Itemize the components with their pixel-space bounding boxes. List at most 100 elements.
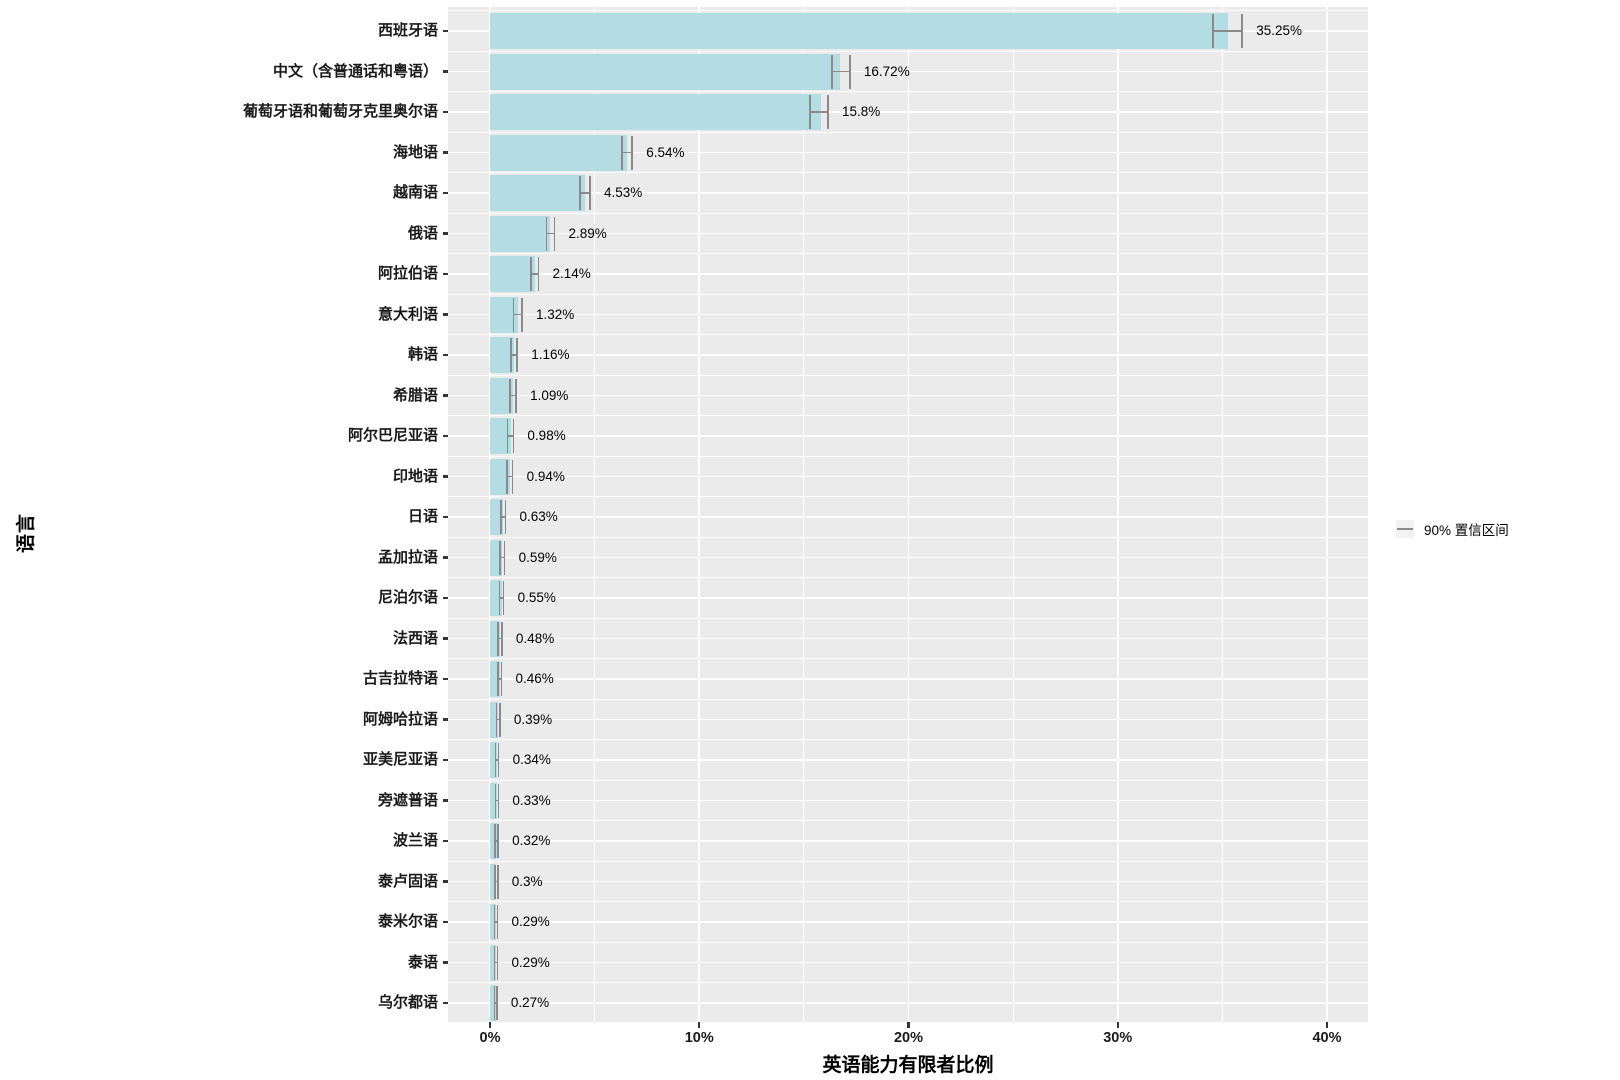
bar [490,782,497,819]
error-bar-cap-low [510,338,512,372]
gridline-h-major [448,70,1368,73]
y-tick-label: 波兰语 [392,832,438,849]
bar [490,661,500,697]
error-bar-cap-high [827,95,829,129]
error-bar-cap-high [496,986,498,1020]
gridline-h-minor [448,50,1368,52]
bar-value-label: 15.8% [841,104,881,119]
gridline-h-minor [448,293,1368,295]
bar-value-label: 0.39% [513,711,553,727]
gridline-h-major [448,880,1368,883]
y-tick-label: 泰卢固语 [377,872,438,890]
legend: 90% 置信区间 [1396,519,1509,539]
x-axis-title: 英语能力有限者比例 [822,1055,994,1076]
y-tick-mark [443,353,448,357]
error-bar-cap-high [1241,14,1244,48]
y-tick-label: 日语 [407,508,438,525]
error-bar-cap-low [506,419,509,453]
gridline-v-major [1116,7,1119,1022]
y-tick-mark [443,799,448,802]
y-tick-label: 韩语 [407,346,438,363]
gridline-h-major [448,921,1368,923]
error-bar-line [513,313,522,316]
error-bar-cap-low [494,783,497,818]
error-bar-line [495,759,499,761]
y-tick-mark [443,151,448,154]
bar-value-label: 0.29% [511,914,550,929]
bar-value-label: 0.98% [527,428,566,443]
y-tick-mark [443,313,448,316]
bar-value-label: 0.27% [510,995,550,1010]
x-tick-mark [488,1022,492,1028]
error-bar-line [499,597,504,599]
y-tick-mark [443,29,448,33]
y-tick-mark [443,596,448,600]
error-bar-cap-low [496,662,499,696]
bar [490,580,502,616]
gridline-h-major [448,516,1368,518]
bar-value-label: 0.3% [511,873,543,889]
y-tick-label: 孟加拉语 [377,548,438,566]
gridline-h-minor [448,577,1368,579]
bar-value-label: 0.29% [511,954,550,970]
gridline-h-major [448,475,1368,478]
gridline-h-major [448,556,1368,559]
gridline-h-minor [448,374,1368,376]
gridline-h-minor [448,172,1368,174]
gridline-h-minor [448,91,1368,93]
bar-value-label: 0.63% [519,509,558,524]
bar-value-label: 1.09% [530,387,569,403]
bar-value-label: 35.25% [1256,23,1303,38]
y-tick-mark [443,880,448,883]
y-tick-mark [443,191,448,195]
gridline-h-major [448,232,1368,235]
y-tick-mark [443,434,448,438]
error-bar-cap-low [505,459,508,494]
gridline-h-minor [448,212,1368,214]
error-bar-line [810,111,828,113]
x-tick-mark [1116,1022,1119,1028]
error-bar-cap-low [579,176,581,210]
error-bar-cap-high [849,54,851,89]
gridline-h-major [448,759,1368,761]
gridline-v-major [698,7,701,1022]
error-bar-line [494,880,498,883]
y-tick-mark [443,556,448,559]
bar-value-label: 6.54% [646,144,685,160]
error-bar-line [500,556,505,559]
bar [490,175,585,211]
y-tick-label: 希腊语 [392,386,438,404]
y-tick-label: 旁遮普语 [377,791,438,809]
gridline-h-major [448,354,1368,356]
error-bar-line [832,70,850,73]
x-tick-label: 20% [893,1030,924,1046]
error-bar-cap-high [512,419,515,453]
error-bar-cap-high [497,824,499,858]
error-bar-line [621,151,633,154]
bar [490,904,497,940]
error-bar-cap-high [501,621,503,656]
y-tick-label: 西班牙语 [377,22,438,39]
error-bar-cap-high [497,743,500,777]
bar-value-label: 0.34% [512,752,551,767]
error-bar-cap-low [809,95,811,129]
x-tick-label: 10% [684,1030,714,1046]
y-tick-mark [443,637,448,640]
y-tick-mark [443,232,448,235]
error-bar-cap-low [620,135,623,170]
error-bar-line [506,475,513,478]
y-tick-mark [443,677,448,681]
gridline-h-minor [448,131,1368,133]
y-tick-label: 海地语 [392,143,438,161]
gridline-h-minor [448,536,1368,538]
error-bar-cap-low [494,824,497,858]
error-bar-cap-low [499,540,501,575]
bar-value-label: 4.53% [604,185,643,200]
bar-value-label: 0.55% [517,590,556,605]
error-bar-cap-high [496,864,499,899]
bar-value-label: 0.33% [512,792,551,808]
error-bar-line [579,192,590,194]
bar-value-label: 0.32% [512,833,551,848]
error-bar-line [494,921,498,923]
